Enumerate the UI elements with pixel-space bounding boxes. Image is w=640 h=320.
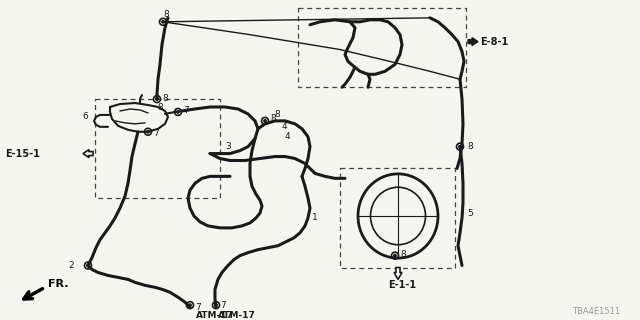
Text: FR.: FR. xyxy=(48,279,68,289)
Text: 6: 6 xyxy=(82,112,88,121)
Text: 8: 8 xyxy=(157,102,163,111)
Text: 3: 3 xyxy=(225,142,231,151)
Text: 4: 4 xyxy=(285,132,291,141)
Text: 5: 5 xyxy=(467,209,473,218)
Bar xyxy=(298,8,466,87)
Text: 8: 8 xyxy=(163,10,169,20)
Text: E-8-1: E-8-1 xyxy=(480,36,508,47)
Circle shape xyxy=(459,146,461,148)
Text: ATM-17: ATM-17 xyxy=(218,310,256,320)
Text: 8: 8 xyxy=(270,114,276,124)
Text: 7: 7 xyxy=(183,107,189,116)
Text: E-1-1: E-1-1 xyxy=(388,280,416,290)
Text: 8: 8 xyxy=(274,110,280,119)
Text: 8: 8 xyxy=(162,93,168,103)
Circle shape xyxy=(162,20,164,23)
Text: E-15-1: E-15-1 xyxy=(5,148,40,159)
Circle shape xyxy=(147,131,149,133)
FancyArrow shape xyxy=(394,268,402,279)
Circle shape xyxy=(87,264,89,267)
Circle shape xyxy=(189,304,191,306)
Text: 7: 7 xyxy=(195,303,201,312)
Text: 8: 8 xyxy=(400,250,406,259)
Text: 8: 8 xyxy=(467,142,473,151)
Text: 1: 1 xyxy=(312,213,317,222)
FancyArrow shape xyxy=(83,150,93,157)
Text: 2: 2 xyxy=(68,261,74,270)
Text: TBA4E1511: TBA4E1511 xyxy=(572,307,620,316)
Circle shape xyxy=(394,254,396,257)
Text: ATM-17: ATM-17 xyxy=(196,310,234,320)
Text: 7: 7 xyxy=(220,301,226,310)
Circle shape xyxy=(264,120,266,122)
Circle shape xyxy=(215,304,217,306)
Bar xyxy=(95,99,220,198)
FancyArrow shape xyxy=(468,38,478,45)
Bar xyxy=(340,168,455,268)
Circle shape xyxy=(156,98,158,100)
Circle shape xyxy=(177,111,179,113)
Text: 7: 7 xyxy=(153,129,159,138)
Text: 4: 4 xyxy=(282,122,287,131)
